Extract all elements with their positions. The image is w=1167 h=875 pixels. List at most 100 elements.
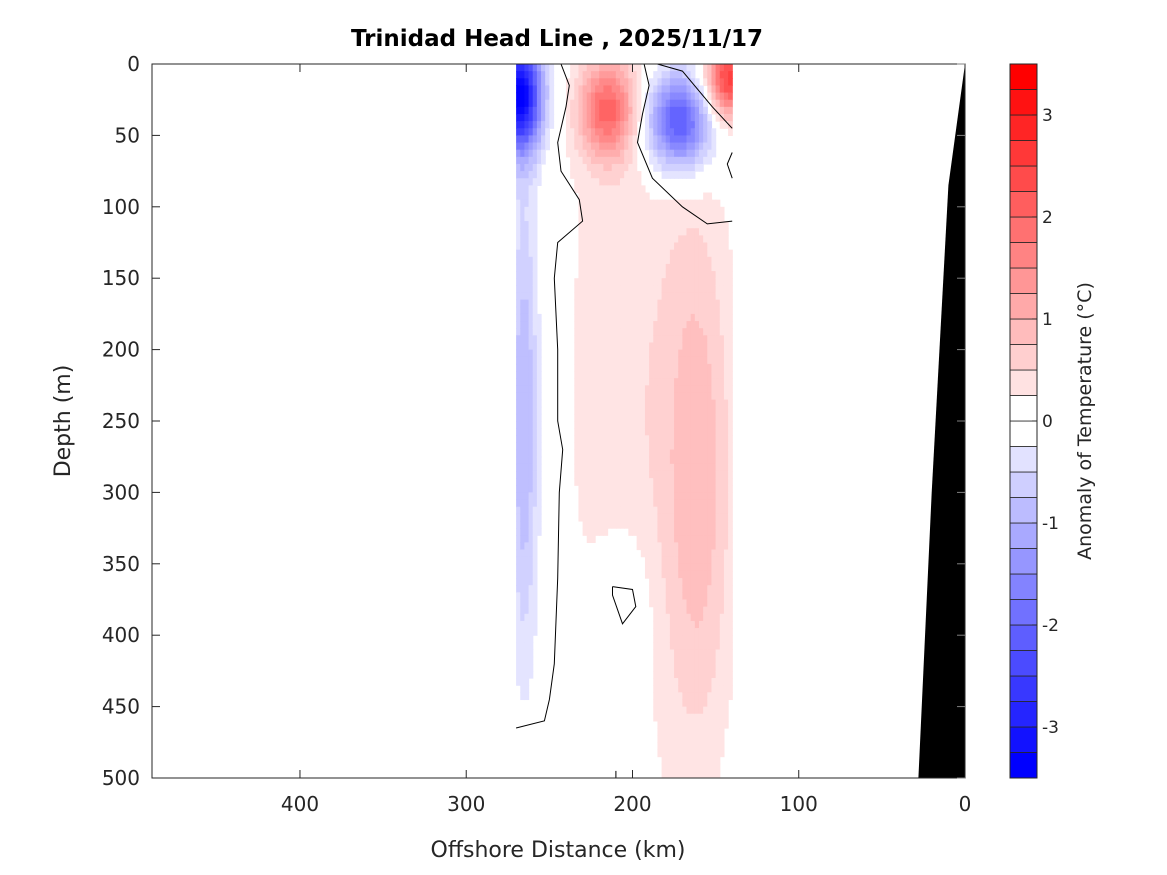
field-cell: [653, 599, 659, 608]
field-cell: [707, 235, 713, 244]
field-cell: [590, 299, 596, 308]
field-cell: [549, 92, 555, 101]
field-cell: [719, 642, 725, 651]
field-cell: [586, 449, 592, 458]
field-cell: [520, 392, 526, 401]
field-cell: [686, 749, 692, 758]
field-cell: [611, 121, 617, 129]
field-cell: [707, 620, 713, 629]
field-cell: [532, 570, 538, 579]
field-cell: [628, 349, 634, 358]
field-cell: [649, 399, 654, 408]
field-cell: [636, 271, 642, 279]
field-cell: [595, 321, 600, 329]
field-cell: [703, 128, 708, 136]
field-cell: [528, 385, 534, 394]
field-cell: [698, 670, 704, 679]
field-cell: [611, 363, 617, 372]
field-cell: [632, 285, 638, 294]
colorbar-level: [1009, 726, 1038, 753]
field-cell: [574, 456, 580, 465]
field-cell: [611, 328, 617, 336]
field-cell: [624, 99, 629, 108]
field-cell: [669, 306, 675, 315]
field-cell: [694, 299, 700, 308]
field-cell: [694, 128, 700, 136]
field-cell: [719, 378, 725, 386]
field-cell: [669, 163, 675, 172]
field-cell: [516, 242, 521, 251]
field-cell: [524, 306, 530, 315]
plot-frame: [151, 63, 966, 779]
field-cell: [719, 285, 725, 294]
field-cell: [711, 64, 717, 72]
field-cell: [661, 742, 667, 751]
field-cell: [532, 470, 538, 479]
field-cell: [686, 449, 692, 458]
field-cell: [516, 85, 521, 94]
field-cell: [669, 513, 675, 522]
field-cell: [628, 192, 634, 201]
field-cell: [524, 78, 530, 87]
field-cell: [603, 206, 609, 215]
field-cell: [528, 485, 534, 493]
field-cell: [657, 556, 663, 565]
field-cell: [599, 392, 604, 401]
field-cell: [694, 549, 700, 558]
y-tick-label: 450: [102, 695, 140, 719]
field-cell: [620, 64, 625, 72]
field-cell: [640, 456, 646, 465]
field-cell: [686, 628, 692, 636]
field-cell: [657, 606, 663, 615]
field-cell: [690, 142, 696, 151]
field-cell: [590, 499, 596, 508]
field-cell: [620, 363, 625, 372]
field-cell: [698, 256, 704, 265]
field-cell: [728, 278, 733, 286]
field-cell: [694, 756, 700, 765]
field-cell: [590, 64, 596, 72]
field-cell: [649, 599, 654, 608]
field-cell: [624, 128, 629, 136]
field-cell: [669, 406, 675, 415]
field-cell: [586, 342, 592, 351]
field-cell: [536, 528, 542, 536]
field-cell: [703, 263, 708, 272]
field-cell: [674, 649, 679, 658]
field-cell: [595, 106, 600, 115]
field-cell: [707, 470, 713, 479]
field-cell: [703, 99, 708, 108]
field-cell: [520, 363, 526, 372]
field-cell: [711, 763, 717, 772]
field-cell: [590, 285, 596, 294]
field-cell: [649, 570, 654, 579]
field-cell: [574, 470, 580, 479]
field-cell: [640, 549, 646, 558]
field-cell: [707, 570, 713, 579]
field-cell: [644, 378, 650, 386]
field-cell: [603, 185, 609, 194]
field-cell: [723, 678, 729, 686]
field-cell: [644, 385, 650, 394]
field-cell: [615, 149, 621, 158]
field-cell: [615, 463, 621, 472]
field-cell: [694, 635, 700, 643]
field-cell: [520, 385, 526, 394]
field-cell: [682, 206, 688, 215]
field-cell: [694, 713, 700, 722]
field-cell: [690, 156, 696, 165]
x-tick-label: 300: [447, 792, 485, 816]
field-cell: [686, 321, 692, 329]
field-cell: [524, 185, 530, 194]
field-cell: [615, 256, 621, 265]
field-cell: [620, 463, 625, 472]
field-cell: [570, 128, 575, 136]
field-cell: [628, 335, 634, 344]
field-cell: [595, 249, 600, 258]
field-cell: [674, 221, 679, 229]
field-cell: [711, 99, 717, 108]
field-cell: [536, 428, 542, 436]
field-cell: [719, 678, 725, 686]
field-cell: [516, 528, 521, 536]
field-cell: [711, 85, 717, 94]
